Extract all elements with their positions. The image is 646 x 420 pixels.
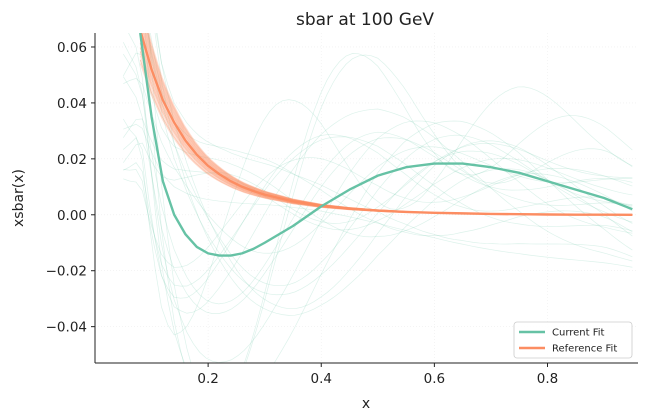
y-tick-label: 0.02: [57, 152, 87, 168]
legend-label-reference-fit: Reference Fit: [552, 344, 617, 355]
y-tick-label: 0.04: [57, 96, 87, 112]
reference-fit-replica: [139, 34, 633, 216]
current-fit-replica: [128, 33, 633, 363]
legend-entry-current-fit: Current Fit: [519, 328, 605, 339]
current-fit-replica: [156, 33, 633, 310]
chart-title: sbar at 100 GeV: [296, 10, 434, 30]
y-ticks: −0.04 −0.02 0.00 0.02 0.04 0.06: [46, 40, 95, 336]
reference-fit-replica: [140, 33, 633, 216]
series-line-reference-fit: [139, 33, 633, 216]
current-fit-replica: [122, 118, 633, 231]
x-ticks: 0.2 0.4 0.6 0.8: [197, 363, 558, 387]
current-fit-replica: [145, 33, 633, 363]
current-fit-replica: [123, 108, 633, 314]
current-fit-replica: [147, 33, 633, 287]
y-axis-title: xsbar(x): [11, 169, 27, 227]
current-fit-replica: [148, 33, 633, 363]
current-fit-replica: [122, 76, 633, 314]
grid: [95, 33, 638, 363]
y-tick-label: 0.06: [57, 40, 87, 56]
current-fit-replica: [123, 157, 633, 268]
legend: Current Fit Reference Fit: [513, 321, 633, 359]
axes: [94, 33, 638, 364]
series-line-current-fit: [139, 33, 633, 257]
reference-fit-replica: [139, 43, 633, 216]
reference-fit-replica: [141, 33, 633, 216]
current-fit-replica: [122, 52, 633, 238]
current-fit-replica: [122, 53, 633, 305]
current-fit-replica: [123, 123, 633, 268]
current-fit-replica: [122, 86, 633, 336]
reference-fit-replica: [139, 47, 633, 216]
legend-entry-reference-fit: Reference Fit: [519, 344, 617, 355]
y-tick-label: −0.02: [46, 264, 87, 280]
reference-fit-replica: [140, 33, 633, 216]
reference-fit-replica: [139, 47, 633, 216]
x-tick-label: 0.8: [537, 371, 558, 387]
x-tick-label: 0.6: [424, 371, 445, 387]
current-fit-replicas: [122, 33, 633, 363]
reference-fit-replica: [139, 59, 633, 216]
current-fit-replica: [155, 33, 633, 258]
reference-fit-replica: [139, 55, 633, 216]
current-fit-replica: [154, 33, 633, 316]
current-fit-replica: [123, 136, 633, 287]
x-tick-label: 0.4: [311, 371, 332, 387]
series-lines: [139, 33, 633, 257]
reference-fit-replica: [139, 42, 633, 216]
current-fit-replica: [149, 33, 633, 237]
legend-label-current-fit: Current Fit: [552, 328, 605, 339]
y-tick-label: −0.04: [46, 320, 87, 336]
x-tick-label: 0.2: [197, 371, 218, 387]
reference-fit-replica: [139, 63, 633, 216]
x-axis-title: x: [362, 396, 370, 412]
current-fit-replica: [122, 142, 633, 224]
y-tick-label: 0.00: [57, 208, 87, 224]
current-fit-replica: [123, 134, 633, 299]
current-fit-replica: [122, 42, 633, 363]
